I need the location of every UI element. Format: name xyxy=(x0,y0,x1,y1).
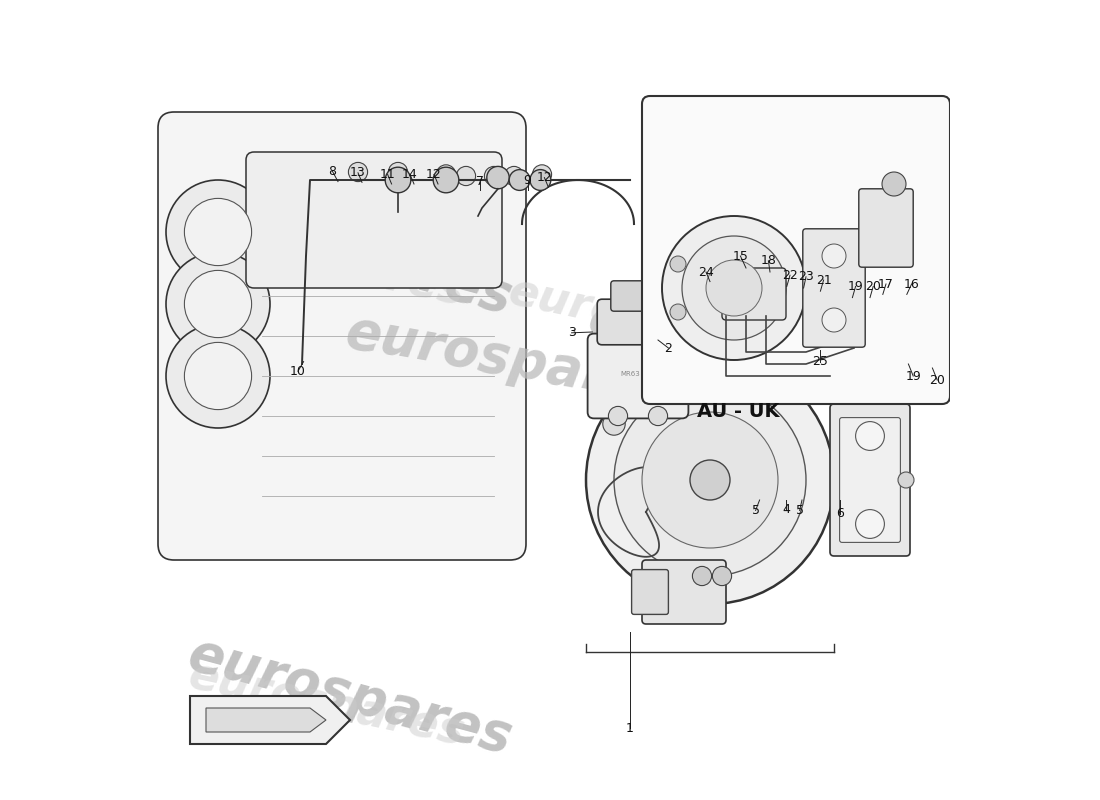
Circle shape xyxy=(690,460,730,500)
FancyBboxPatch shape xyxy=(597,299,679,345)
Text: 8: 8 xyxy=(329,165,337,178)
Circle shape xyxy=(532,165,551,184)
FancyBboxPatch shape xyxy=(642,96,950,404)
Circle shape xyxy=(706,260,762,316)
Circle shape xyxy=(713,566,732,586)
Text: 21: 21 xyxy=(816,274,832,286)
FancyBboxPatch shape xyxy=(587,334,689,418)
Circle shape xyxy=(385,167,410,193)
Circle shape xyxy=(185,270,252,338)
Polygon shape xyxy=(206,708,326,732)
Text: eurospares: eurospares xyxy=(183,188,518,324)
Circle shape xyxy=(166,324,270,428)
Circle shape xyxy=(898,472,914,488)
FancyBboxPatch shape xyxy=(158,112,526,560)
Text: 19: 19 xyxy=(905,370,921,382)
Circle shape xyxy=(856,510,884,538)
Circle shape xyxy=(437,165,455,184)
Circle shape xyxy=(166,180,270,284)
Text: 3: 3 xyxy=(568,326,575,339)
Text: 18: 18 xyxy=(760,254,777,267)
Text: 1: 1 xyxy=(626,722,634,734)
Circle shape xyxy=(682,236,786,340)
FancyBboxPatch shape xyxy=(722,268,786,320)
FancyBboxPatch shape xyxy=(642,560,726,624)
Text: eurospares: eurospares xyxy=(184,214,469,314)
Text: 4: 4 xyxy=(782,503,790,516)
Text: 10: 10 xyxy=(290,365,306,378)
Text: 16: 16 xyxy=(904,278,920,290)
FancyBboxPatch shape xyxy=(859,189,913,267)
Text: 25: 25 xyxy=(813,355,828,368)
Circle shape xyxy=(433,167,459,193)
Circle shape xyxy=(586,356,834,604)
Circle shape xyxy=(484,166,504,186)
Text: 14: 14 xyxy=(403,168,418,181)
Text: eurospares: eurospares xyxy=(582,292,917,428)
Circle shape xyxy=(603,413,625,435)
Circle shape xyxy=(530,170,551,190)
Text: 12: 12 xyxy=(537,171,552,184)
Circle shape xyxy=(642,412,778,548)
Circle shape xyxy=(388,162,408,182)
Circle shape xyxy=(505,166,524,186)
FancyBboxPatch shape xyxy=(631,570,669,614)
Circle shape xyxy=(487,166,509,189)
FancyBboxPatch shape xyxy=(839,418,901,542)
Circle shape xyxy=(662,216,806,360)
Text: eurospares: eurospares xyxy=(504,270,788,370)
Circle shape xyxy=(185,198,252,266)
Circle shape xyxy=(882,172,906,196)
Text: 20: 20 xyxy=(930,374,945,386)
Circle shape xyxy=(185,342,252,410)
Text: eurospares: eurospares xyxy=(184,654,469,754)
Text: 12: 12 xyxy=(426,168,442,181)
Text: 20: 20 xyxy=(866,280,881,293)
Text: 19: 19 xyxy=(848,280,864,293)
Text: 5: 5 xyxy=(795,504,804,517)
Text: 11: 11 xyxy=(379,168,396,181)
Text: eurospares: eurospares xyxy=(183,628,518,764)
Text: eurospares: eurospares xyxy=(341,306,679,414)
Circle shape xyxy=(608,406,628,426)
Text: 15: 15 xyxy=(733,250,748,262)
Text: AU - UK: AU - UK xyxy=(696,402,779,421)
Text: 23: 23 xyxy=(799,270,814,283)
Circle shape xyxy=(456,166,475,186)
FancyBboxPatch shape xyxy=(830,404,910,556)
Circle shape xyxy=(166,252,270,356)
Text: 6: 6 xyxy=(836,507,844,520)
Text: 13: 13 xyxy=(350,166,366,179)
Text: 17: 17 xyxy=(878,278,894,290)
FancyBboxPatch shape xyxy=(246,152,502,288)
Text: 9: 9 xyxy=(524,174,531,187)
Text: 2: 2 xyxy=(664,342,672,354)
Polygon shape xyxy=(190,696,350,744)
Circle shape xyxy=(692,566,712,586)
Text: MR63: MR63 xyxy=(620,371,640,377)
Text: 7: 7 xyxy=(475,175,484,188)
Circle shape xyxy=(509,170,530,190)
Circle shape xyxy=(670,256,686,272)
Circle shape xyxy=(670,304,686,320)
Circle shape xyxy=(822,308,846,332)
Circle shape xyxy=(349,162,367,182)
FancyBboxPatch shape xyxy=(610,281,665,311)
Circle shape xyxy=(822,244,846,268)
Circle shape xyxy=(856,422,884,450)
FancyBboxPatch shape xyxy=(803,229,866,347)
Text: 24: 24 xyxy=(698,266,714,278)
Text: 22: 22 xyxy=(782,269,797,282)
Text: 5: 5 xyxy=(751,504,760,517)
Circle shape xyxy=(614,384,806,576)
Circle shape xyxy=(648,406,668,426)
